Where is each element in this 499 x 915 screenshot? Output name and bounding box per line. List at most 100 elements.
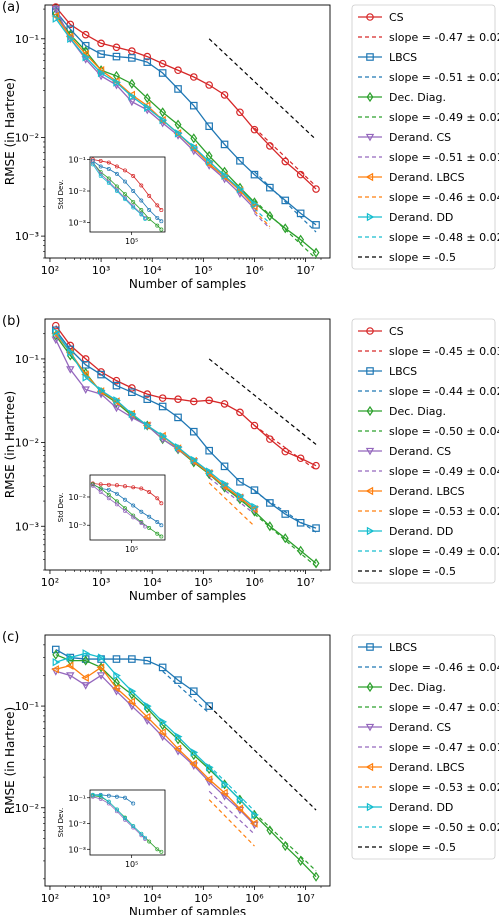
data-point-DerandDD: [206, 157, 214, 166]
data-point-CS: [128, 384, 136, 392]
data-point-LBCS: [143, 58, 152, 66]
inset-point-CS: [159, 501, 164, 506]
data-point-DerandCS: [96, 672, 106, 680]
inset-y-axis-label: Std Dev.: [57, 493, 65, 522]
inset-point-DerandDD: [131, 205, 136, 210]
inset-point-DerandDD: [123, 816, 127, 821]
inset-point-CS: [139, 486, 144, 491]
data-point-DerandDD: [221, 171, 229, 180]
data-point-DerandDD: [144, 421, 152, 430]
inset-line-LBCS: [92, 160, 162, 222]
data-point-CS: [189, 73, 198, 81]
data-point-LBCS: [158, 69, 167, 77]
x-axis-label: Number of samples: [129, 589, 246, 603]
inset-point-CS: [155, 496, 160, 501]
inset-point-DerandDD: [114, 807, 119, 812]
inset-point-DecDiag: [159, 227, 164, 232]
data-point-DerandCS: [81, 386, 90, 395]
inset-plot: 10⁻¹ 10⁻² 10⁻³ 10⁵ Std Dev.: [57, 155, 166, 246]
y-axis-label: RMSE (in Hartree): [3, 78, 17, 185]
data-point-DerandDD: [251, 810, 259, 820]
data-point-DerandCS: [51, 5, 61, 14]
data-point-LBCS: [250, 170, 259, 179]
data-point-CS: [174, 395, 182, 404]
legend-label: slope = -0.49 ± 0.02: [389, 111, 499, 124]
legend-label: Dec. Diag.: [389, 681, 446, 694]
data-point-LBCS: [143, 656, 152, 665]
legend-label: CS: [389, 11, 404, 24]
legend-label: slope = -0.49 ± 0.04: [389, 465, 499, 478]
x-tick-label: 10⁵: [194, 576, 212, 589]
y-axis-label: RMSE (in Hartree): [3, 707, 17, 814]
inset-point-LBCS: [131, 189, 136, 193]
inset-point-DerandDD: [98, 793, 103, 798]
x-tick-label: 10⁶: [245, 892, 264, 905]
data-point-LBCS: [174, 676, 182, 684]
legend-marker: [366, 802, 375, 812]
inset-y-tick-label: 10⁻³: [68, 219, 86, 228]
data-point-DerandDD: [97, 386, 106, 395]
inset-point-DerandCS: [106, 496, 111, 501]
fit-line-DerandCS: [254, 212, 271, 229]
legend-box: [351, 634, 496, 860]
legend-label: Derand. LBCS: [389, 171, 465, 184]
legend-marker: [366, 405, 374, 417]
panel-c: (c) 10² 10³ 10⁴ 10⁵ 10⁶ 10⁷ 10⁻² 10⁻¹ Number of s…: [2, 630, 499, 915]
x-axis-label: Number of samples: [129, 905, 246, 915]
inset-point-CS: [98, 482, 103, 487]
data-point-DerandLBCS: [96, 663, 105, 672]
panel-b: (b) 10² 10³ 10⁴ 10⁵ 10⁶ 10⁷ 10⁻³ 10⁻² 10⁻¹ Number …: [2, 314, 499, 603]
data-point-DerandDD: [236, 795, 245, 804]
x-tick-label: 10⁵: [194, 264, 212, 277]
legend-label: Derand. LBCS: [389, 485, 465, 498]
inset-point-DecDiag: [147, 839, 152, 844]
legend-marker: [366, 53, 374, 61]
inset-point-CS: [131, 485, 136, 490]
data-point-DerandDD: [236, 184, 245, 194]
inset-point-DecDiag: [147, 216, 152, 221]
data-point-DerandCS: [127, 414, 137, 422]
panel-label: (c): [2, 630, 19, 645]
x-tick-label: 10⁷: [296, 576, 314, 589]
data-point-CS: [205, 81, 213, 89]
inset-line-CS: [92, 159, 162, 211]
data-point-DerandLBCS: [158, 728, 166, 737]
legend-box: [351, 318, 496, 584]
data-point-DerandCS: [66, 366, 75, 374]
legend-label: slope = -0.53 ± 0.02: [389, 781, 499, 794]
y-tick-label: 10⁻³: [15, 520, 39, 533]
data-point-LBCS: [128, 388, 136, 397]
fit-line-DerandLBCS: [208, 799, 255, 847]
legend-label: slope = -0.5: [389, 565, 456, 578]
data-point-CS: [51, 321, 60, 330]
data-point-DecDiag: [82, 655, 90, 666]
data-point-CS: [158, 59, 167, 68]
data-point-LBCS: [281, 510, 290, 518]
data-point-DerandCS: [112, 404, 121, 413]
data-point-LBCS: [220, 462, 229, 471]
inset-point-DecDiag: [131, 199, 136, 204]
y-tick-label: 10⁻²: [15, 437, 39, 450]
inset-point-DerandDD: [143, 216, 148, 221]
legend-marker: [366, 367, 374, 375]
data-point-DerandDD: [82, 649, 91, 658]
legend-label: LBCS: [389, 641, 417, 654]
data-point-DerandDD: [52, 327, 61, 337]
data-point-LBCS: [296, 209, 305, 218]
legend-label: slope = -0.51 ± 0.02: [389, 71, 499, 84]
data-point-DerandDD: [67, 653, 75, 662]
data-point-LBCS: [112, 381, 121, 390]
x-tick-label: 10³: [92, 892, 110, 905]
inset-point-CS: [131, 174, 136, 178]
series-line-LBCS: [55, 10, 317, 226]
inset-point-DerandCS: [90, 483, 95, 488]
x-tick-label: 10³: [92, 576, 110, 589]
x-tick-label: 10⁶: [245, 576, 264, 589]
inset-point-DerandCS: [139, 521, 144, 525]
x-tick-label: 10⁴: [143, 576, 162, 589]
data-point-DecDiag: [297, 855, 305, 866]
series-line-LBCS: [55, 329, 317, 529]
data-point-DerandDD: [206, 467, 214, 476]
inset-point-LBCS: [114, 794, 119, 799]
legend-marker: [366, 13, 374, 21]
